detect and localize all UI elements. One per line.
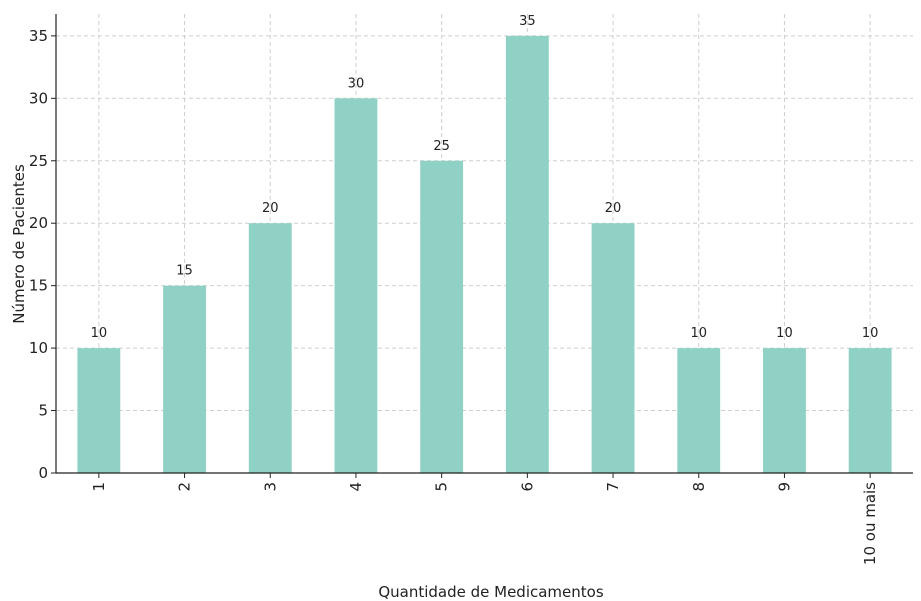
- y-tick-label: 30: [29, 89, 48, 107]
- bar-10: [848, 348, 892, 473]
- x-tick-label: 5: [433, 482, 451, 492]
- y-tick-label: 25: [29, 152, 48, 170]
- x-tick-label: 1: [90, 482, 108, 492]
- bar-8: [677, 348, 721, 473]
- x-tick-label: 10 ou mais: [861, 482, 879, 565]
- data-label: 30: [348, 76, 365, 91]
- x-tick-label: 7: [604, 482, 622, 492]
- data-label: 35: [519, 14, 536, 29]
- bar-6: [505, 35, 549, 473]
- bar-2: [163, 285, 206, 473]
- data-labels: 10 15 20 30 25 35 20 10 10 10: [91, 14, 879, 341]
- data-label: 10: [776, 326, 793, 341]
- bar-1: [77, 348, 121, 473]
- axes: [55, 14, 913, 474]
- data-label: 20: [605, 201, 622, 216]
- bar-3: [248, 223, 292, 473]
- bar-7: [591, 223, 635, 473]
- x-tick-label: 4: [347, 482, 365, 492]
- y-axis-ticks: 0 5 10 15 20 25 30 35: [29, 27, 56, 482]
- x-tick-label: 9: [775, 482, 793, 492]
- data-label: 10: [690, 326, 707, 341]
- y-tick-label: 10: [29, 339, 48, 357]
- data-label: 10: [91, 326, 108, 341]
- y-tick-label: 15: [29, 277, 48, 295]
- bar-5: [420, 160, 464, 473]
- data-label: 25: [433, 139, 450, 154]
- y-axis-title: Número de Pacientes: [10, 164, 28, 324]
- y-tick-label: 5: [38, 402, 48, 420]
- x-axis-title: Quantidade de Medicamentos: [378, 583, 604, 601]
- data-label: 20: [262, 201, 279, 216]
- bars: [77, 35, 892, 473]
- x-tick-label: 8: [690, 482, 708, 492]
- x-tick-label: 2: [176, 482, 194, 492]
- data-label: 10: [862, 326, 879, 341]
- bar-9: [763, 348, 806, 473]
- y-tick-label: 35: [29, 27, 48, 45]
- y-tick-label: 0: [38, 464, 48, 482]
- x-tick-label: 3: [261, 482, 279, 492]
- x-tick-label: 6: [518, 482, 536, 492]
- x-axis-ticks: 1 2 3 4 5 6 7 8 9 10 ou mais: [90, 473, 879, 565]
- bar-4: [334, 98, 378, 473]
- data-label: 15: [176, 264, 193, 279]
- y-tick-label: 20: [29, 214, 48, 232]
